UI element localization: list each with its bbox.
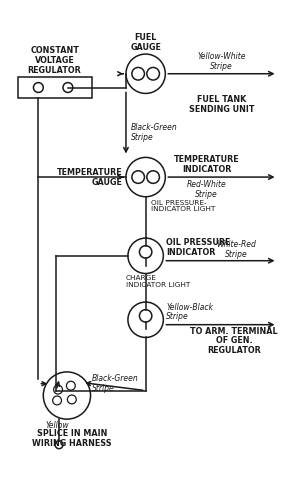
Text: Black-Green
Stripe: Black-Green Stripe xyxy=(131,123,178,141)
Text: FUEL TANK
SENDING UNIT: FUEL TANK SENDING UNIT xyxy=(189,95,254,114)
Text: TO ARM. TERMINAL
OF GEN.
REGULATOR: TO ARM. TERMINAL OF GEN. REGULATOR xyxy=(190,327,278,355)
Text: TEMPERATURE
GAUGE: TEMPERATURE GAUGE xyxy=(56,168,122,187)
Text: OIL PRESSURE-
INDICATOR LIGHT: OIL PRESSURE- INDICATOR LIGHT xyxy=(151,200,215,212)
Text: Yellow-White
Stripe: Yellow-White Stripe xyxy=(197,52,246,71)
Text: CONSTANT
VOLTAGE
REGULATOR: CONSTANT VOLTAGE REGULATOR xyxy=(28,46,82,75)
Text: Red-White
Stripe: Red-White Stripe xyxy=(187,180,227,199)
Text: Black-Green
Stripe: Black-Green Stripe xyxy=(92,374,138,393)
Text: White-Red
Stripe: White-Red Stripe xyxy=(216,240,256,259)
Text: OIL PRESSURE
INDICATOR: OIL PRESSURE INDICATOR xyxy=(166,239,231,258)
Text: Yellow-Black
Stripe: Yellow-Black Stripe xyxy=(166,302,213,321)
Text: Yellow: Yellow xyxy=(45,421,69,430)
Text: TEMPERATURE
INDICATOR: TEMPERATURE INDICATOR xyxy=(174,155,239,174)
Text: FUEL
GAUGE: FUEL GAUGE xyxy=(130,33,161,52)
Text: SPLICE IN MAIN
WIRING HARNESS: SPLICE IN MAIN WIRING HARNESS xyxy=(32,429,112,448)
Text: CHARGE
INDICATOR LIGHT: CHARGE INDICATOR LIGHT xyxy=(126,276,190,288)
